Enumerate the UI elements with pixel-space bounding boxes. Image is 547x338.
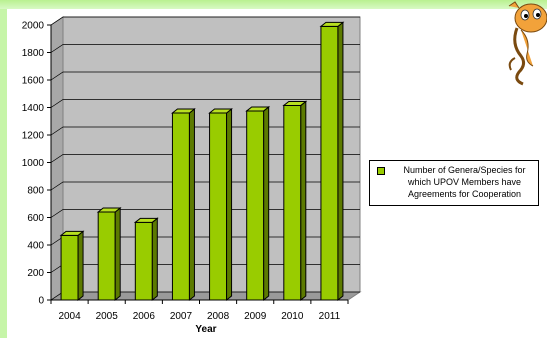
bar — [59, 230, 85, 302]
bar-front — [320, 25, 339, 301]
bar-side — [151, 217, 158, 302]
bar-top — [282, 100, 308, 106]
bar-top — [96, 207, 122, 213]
y-tick-label: 1600 — [22, 76, 45, 87]
plot-floor — [49, 291, 362, 301]
bar — [208, 107, 233, 302]
legend-swatch — [377, 167, 385, 175]
y-tick-label: 1400 — [22, 103, 45, 114]
bar-front — [97, 211, 116, 301]
bar-side — [337, 21, 344, 302]
bar-side — [226, 107, 233, 302]
bar-top — [59, 230, 85, 236]
gridline — [50, 44, 360, 53]
gridline — [50, 16, 360, 26]
y-tick-label: 400 — [27, 241, 44, 252]
bar-front — [60, 234, 79, 301]
y-tick-label: 600 — [27, 213, 44, 224]
chart-legend: Number of Genera/Species for which UPOV … — [369, 160, 539, 206]
bar-top — [245, 106, 271, 112]
x-tick-label: 2009 — [244, 311, 267, 322]
y-tick-label: 200 — [27, 268, 44, 279]
plot-area — [49, 16, 362, 301]
bar — [96, 206, 122, 302]
bar-front — [171, 112, 190, 301]
bar-front — [246, 110, 265, 301]
mascot-illustration — [497, 0, 547, 88]
x-tick-label: 2010 — [281, 311, 304, 322]
y-tick-label: 1200 — [22, 131, 45, 142]
bar-side — [114, 206, 121, 302]
bar-front — [134, 221, 153, 301]
bar-side — [300, 100, 307, 302]
y-tick-label: 2000 — [22, 21, 45, 32]
x-tick-label: 2004 — [58, 311, 81, 322]
x-tick-label: 2007 — [170, 311, 193, 322]
gridline — [50, 99, 360, 108]
x-tick-label: 2011 — [319, 311, 341, 322]
y-tick-label: 0 — [38, 296, 44, 307]
x-axis-title: Year — [195, 324, 216, 335]
y-tick-label: 800 — [27, 186, 44, 197]
bar-top — [171, 108, 196, 114]
x-tick-label: 2006 — [133, 311, 156, 322]
bar — [245, 105, 271, 302]
y-tick-label: 1800 — [22, 48, 45, 59]
bar-top — [319, 21, 345, 27]
x-tick-label: 2008 — [207, 311, 230, 322]
bar — [133, 217, 159, 302]
bar-top — [133, 217, 159, 223]
gridline — [50, 71, 360, 81]
bar-side — [263, 105, 270, 302]
bar-side — [77, 230, 84, 302]
bar — [171, 107, 196, 302]
legend-label: Number of Genera/Species for which UPOV … — [403, 165, 526, 199]
bar-side — [188, 107, 195, 302]
bar-front — [283, 104, 302, 301]
top-strip — [0, 0, 547, 9]
bar-front — [209, 112, 228, 301]
bar-top — [208, 108, 233, 114]
bar — [282, 100, 308, 302]
bar — [319, 21, 345, 302]
y-tick-label: 1000 — [22, 158, 45, 169]
x-tick-label: 2005 — [96, 311, 119, 322]
